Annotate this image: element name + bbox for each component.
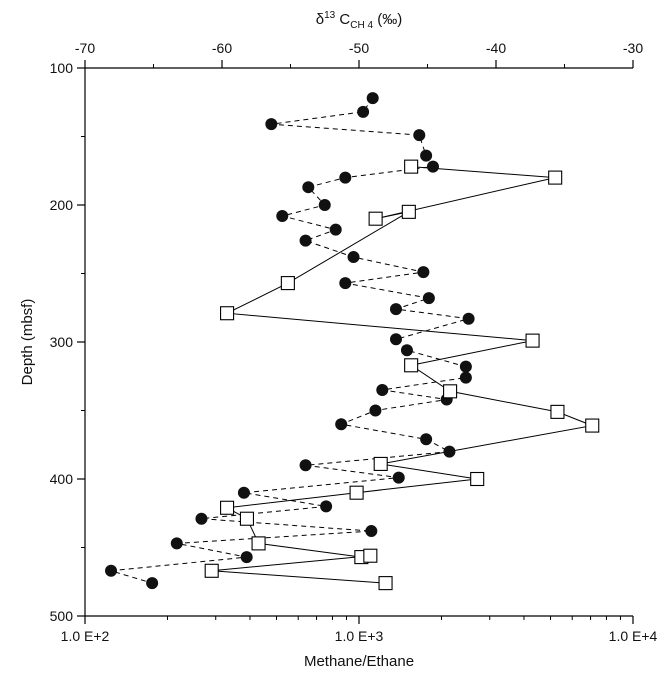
circle-data-point bbox=[299, 234, 312, 247]
square-data-point bbox=[251, 536, 266, 551]
circle-data-point bbox=[339, 171, 352, 184]
x-top-tick-label: -40 bbox=[486, 40, 506, 56]
circle-data-point bbox=[265, 118, 278, 131]
x-top-ticks: -70 -60 -50 -40 -30 bbox=[75, 40, 643, 68]
square-data-point bbox=[443, 384, 458, 399]
square-data-point bbox=[363, 548, 378, 563]
circle-data-point bbox=[462, 312, 475, 325]
circle-data-point bbox=[318, 199, 331, 211]
circle-data-point bbox=[392, 471, 405, 484]
circle-data-point bbox=[105, 564, 118, 577]
square-data-point bbox=[220, 306, 235, 321]
x-bottom-axis-title: Methane/Ethane bbox=[304, 653, 414, 670]
circle-data-point bbox=[443, 445, 456, 458]
circle-data-point bbox=[320, 500, 333, 513]
circle-data-point bbox=[146, 577, 159, 590]
circle-data-point bbox=[365, 525, 378, 538]
circle-data-point bbox=[329, 223, 342, 236]
circle-data-point bbox=[420, 149, 433, 162]
circle-data-point bbox=[237, 486, 250, 499]
circle-data-point bbox=[389, 303, 402, 316]
square-series-line bbox=[211, 166, 595, 584]
square-data-point bbox=[378, 576, 393, 591]
square-data-point bbox=[548, 170, 563, 185]
circle-data-point bbox=[276, 209, 289, 222]
circle-data-point bbox=[335, 418, 348, 431]
x-top-title-c: C bbox=[335, 11, 350, 28]
square-data-point bbox=[404, 159, 419, 174]
y-tick-label: 200 bbox=[50, 197, 74, 213]
square-data-point bbox=[470, 471, 485, 487]
circle-data-point bbox=[459, 360, 472, 373]
circle-data-point bbox=[417, 266, 430, 279]
square-data-point bbox=[280, 276, 295, 291]
square-data-point bbox=[525, 333, 540, 348]
square-data-point bbox=[204, 563, 219, 578]
x-top-title-sup: 13 bbox=[324, 10, 336, 21]
y-tick-label: 400 bbox=[50, 471, 74, 487]
x-bottom-tick-label: 1.0 E+4 bbox=[609, 628, 658, 644]
circle-data-point bbox=[400, 344, 413, 357]
circle-data-point bbox=[299, 459, 312, 472]
square-data-point bbox=[401, 204, 416, 219]
y-tick-label: 500 bbox=[50, 608, 74, 624]
x-bottom-tick-label: 1.0 E+2 bbox=[61, 628, 110, 644]
circle-data-point bbox=[357, 105, 370, 118]
series-markers bbox=[105, 92, 600, 591]
circle-data-point bbox=[413, 129, 426, 142]
y-ticks: 100 200 300 400 500 bbox=[50, 60, 85, 624]
square-data-point bbox=[585, 418, 600, 433]
y-tick-label: 300 bbox=[50, 334, 74, 350]
circle-data-point bbox=[459, 371, 472, 384]
circle-data-point bbox=[170, 537, 183, 550]
plot-frame bbox=[84, 67, 633, 617]
square-data-point bbox=[349, 485, 364, 500]
series-lines bbox=[110, 97, 595, 584]
circle-data-point bbox=[389, 333, 402, 346]
circle-data-point bbox=[302, 181, 315, 194]
x-bottom-tick-label: 1.0 E+3 bbox=[335, 628, 384, 644]
circle-data-point bbox=[422, 292, 435, 305]
x-top-title-sub: CH 4 bbox=[350, 20, 373, 31]
circle-data-point bbox=[240, 551, 253, 564]
circle-data-point bbox=[420, 433, 433, 446]
square-data-point bbox=[550, 404, 565, 419]
square-data-point bbox=[373, 456, 388, 471]
x-top-axis-title: δ13 CCH 4 (‰) bbox=[316, 10, 402, 31]
circle-data-point bbox=[376, 383, 389, 396]
y-tick-label: 100 bbox=[50, 60, 74, 76]
circle-data-point bbox=[347, 251, 360, 264]
circle-data-point bbox=[369, 404, 382, 417]
x-top-tick-label: -30 bbox=[623, 40, 643, 56]
circle-data-point bbox=[366, 92, 379, 105]
circle-data-point bbox=[195, 512, 208, 525]
x-bottom-ticks: 1.0 E+2 1.0 E+3 1.0 E+4 bbox=[61, 616, 658, 644]
square-data-point bbox=[239, 511, 255, 526]
x-top-title-delta: δ bbox=[316, 11, 324, 28]
circle-data-point bbox=[426, 160, 439, 173]
x-top-tick-label: -50 bbox=[349, 40, 369, 56]
square-data-point bbox=[404, 358, 419, 373]
square-data-point bbox=[368, 211, 383, 226]
circle-series-line bbox=[110, 97, 469, 584]
x-top-tick-label: -70 bbox=[75, 40, 95, 56]
x-top-tick-label: -60 bbox=[212, 40, 232, 56]
y-axis-title: Depth (mbsf) bbox=[19, 299, 36, 386]
square-data-point bbox=[220, 500, 235, 515]
circle-data-point bbox=[339, 277, 352, 290]
x-top-title-unit: (‰) bbox=[373, 11, 402, 28]
